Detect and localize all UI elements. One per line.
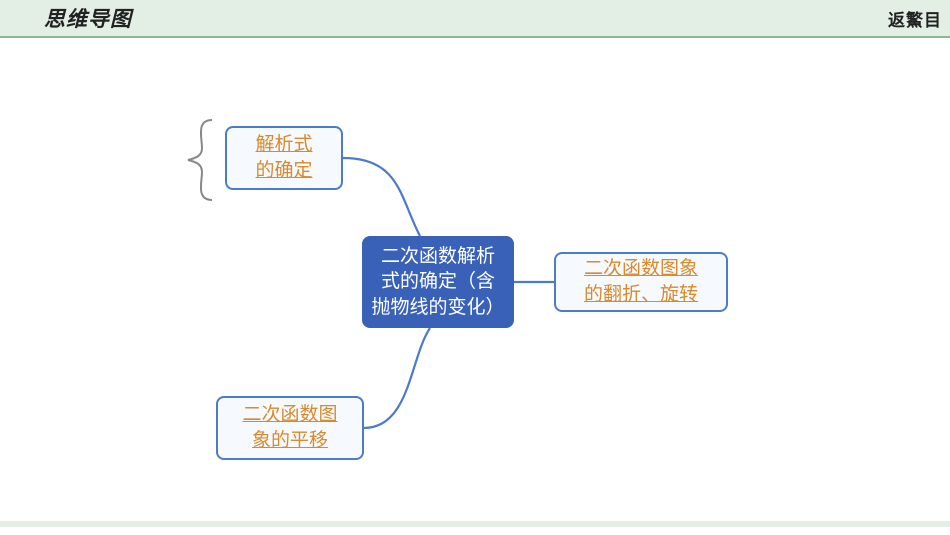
node-label-line1: 二次函数解析 — [381, 246, 495, 267]
node-label: 二次函数图 象的平移 — [242, 402, 337, 453]
node-label-line2: 式的确定（含 — [381, 271, 495, 292]
node-label: 解析式 的确定 — [255, 132, 312, 183]
page-title: 思维导图 — [44, 3, 132, 33]
node-graph-translation[interactable]: 二次函数图 象的平移 — [216, 396, 364, 460]
node-label: 二次函数图象 的翻折、旋转 — [584, 256, 698, 307]
node-label-line1: 二次函数图 — [242, 404, 337, 425]
return-label-3: 目 — [924, 11, 942, 30]
node-analytic-determination[interactable]: 解析式 的确定 — [225, 126, 343, 190]
node-label-line1: 二次函数图象 — [584, 258, 698, 279]
node-label-line3: 抛物线的变化） — [371, 297, 504, 318]
return-label-2: 鰵 — [906, 11, 924, 30]
return-link[interactable]: 返鰵目 — [888, 6, 942, 31]
brace-icon — [178, 118, 218, 202]
node-graph-fold-rotate[interactable]: 二次函数图象 的翻折、旋转 — [554, 252, 728, 312]
return-label-1: 返 — [888, 11, 906, 30]
node-label: 二次函数解析 式的确定（含 抛物线的变化） — [371, 244, 504, 321]
header-bar: 思维导图 返鰵目 — [0, 0, 950, 38]
node-label-line1: 解析式 — [255, 134, 312, 155]
node-label-line2: 象的平移 — [252, 430, 328, 451]
node-quadratic-determination[interactable]: 二次函数解析 式的确定（含 抛物线的变化） — [362, 236, 514, 328]
mindmap-canvas: 解析式 的确定 二次函数解析 式的确定（含 抛物线的变化） 二次函数图象 的翻折… — [0, 38, 950, 518]
node-label-line2: 的确定 — [255, 160, 312, 181]
node-label-line2: 的翻折、旋转 — [584, 284, 698, 305]
footer-bar — [0, 521, 950, 535]
